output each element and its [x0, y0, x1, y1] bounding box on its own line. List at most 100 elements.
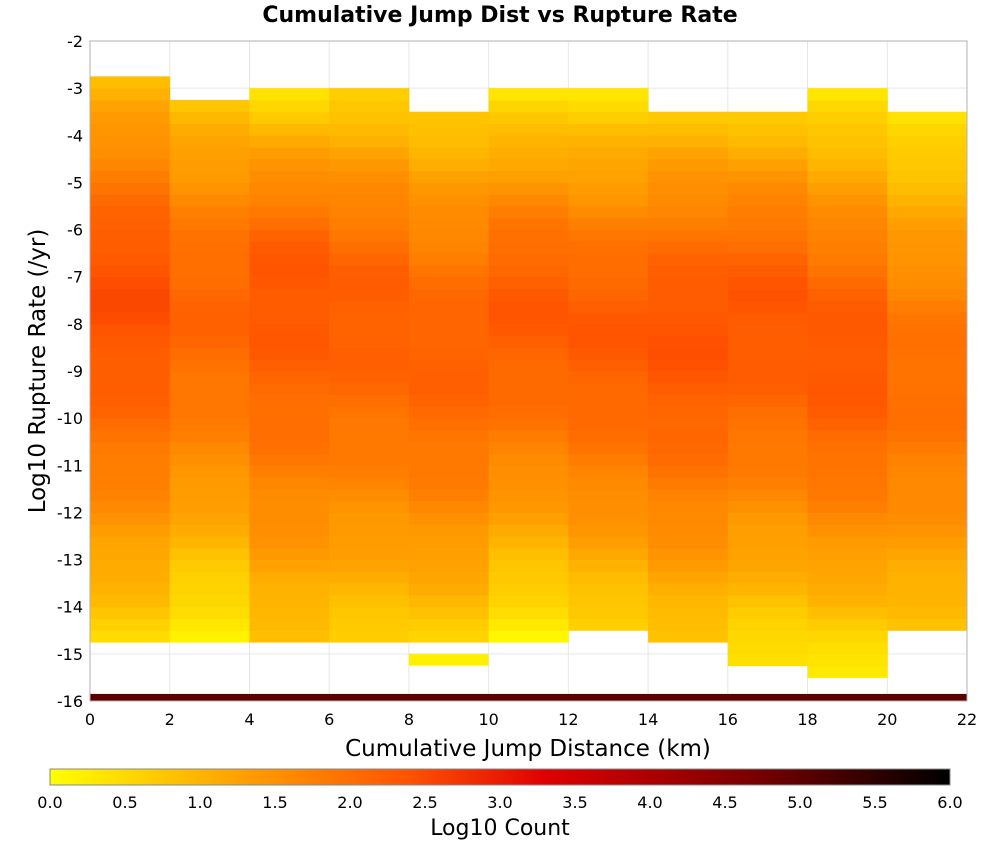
heatmap-cell	[568, 217, 649, 231]
heatmap-cell	[249, 323, 330, 337]
heatmap-cell	[329, 312, 410, 325]
x-tick-label: 8	[404, 710, 414, 729]
heatmap-cell	[90, 406, 171, 419]
heatmap-cell	[90, 217, 171, 231]
y-tick-label: -11	[57, 456, 83, 475]
heatmap-cell	[887, 312, 968, 325]
heatmap-cell	[568, 312, 649, 325]
heatmap-cell	[249, 524, 330, 537]
heatmap-cell	[887, 335, 968, 348]
heatmap-cell	[249, 88, 330, 101]
heatmap-cell	[329, 288, 410, 301]
heatmap-cell	[329, 477, 410, 490]
heatmap-cell	[408, 429, 490, 443]
heatmap-cell	[169, 158, 250, 172]
heatmap-cell	[648, 123, 729, 136]
heatmap-cell	[568, 335, 649, 348]
heatmap-cell	[568, 465, 649, 478]
heatmap-cell	[887, 253, 968, 266]
heatmap-cell	[249, 241, 330, 254]
heatmap-cell	[648, 571, 729, 584]
heatmap-cell	[329, 606, 410, 619]
y-tick-label: -12	[57, 503, 83, 522]
heatmap-cell	[568, 406, 649, 419]
heatmap-cell	[488, 594, 569, 608]
heatmap-cell	[887, 465, 968, 478]
heatmap-cell	[648, 147, 729, 160]
heatmap-cell	[807, 312, 888, 325]
heatmap-cell	[90, 323, 171, 337]
heatmap-cell	[568, 135, 649, 148]
heatmap-cell	[90, 300, 171, 313]
heatmap-cell	[648, 371, 729, 384]
heatmap-cell	[90, 465, 171, 478]
heatmap-cell	[488, 88, 569, 101]
y-tick-label: -5	[67, 173, 83, 192]
heatmap-cell	[408, 583, 490, 596]
heatmap-cell	[408, 206, 490, 219]
heatmap-cell	[887, 524, 968, 537]
heatmap-cell	[90, 253, 171, 266]
heatmap-cell	[488, 571, 569, 584]
heatmap-cell	[488, 147, 569, 160]
y-tick-labels: -2 -3 -4 -5 -6 -7 -8 -9 -10 -11 -12 -13 -14 -15 -16	[57, 32, 83, 711]
heatmap-cell	[90, 547, 171, 561]
x-tick-label: 12	[558, 710, 578, 729]
heatmap-cell	[568, 618, 649, 631]
heatmap-cell	[727, 630, 809, 643]
heatmap-cell	[727, 241, 809, 254]
heatmap-cell	[169, 500, 250, 513]
heatmap-cell	[727, 583, 809, 596]
heatmap-cell	[249, 547, 330, 561]
heatmap-cell	[249, 111, 330, 124]
heatmap-cell	[648, 335, 729, 348]
heatmap-cell	[568, 158, 649, 172]
heatmap-cell	[648, 359, 729, 372]
heatmap-cell	[568, 512, 649, 525]
heatmap-cell	[887, 229, 968, 242]
heatmap-cell	[727, 264, 809, 278]
heatmap-cell	[807, 300, 888, 313]
heatmap-cell	[169, 347, 250, 360]
heatmap-cell	[90, 394, 171, 407]
heatmap-cell	[648, 500, 729, 513]
heatmap-cell	[488, 559, 569, 572]
heatmap-cell	[727, 111, 809, 124]
heatmap-cell	[807, 276, 888, 289]
heatmap-cell	[408, 288, 490, 301]
heatmap-cell	[727, 429, 809, 443]
heatmap-cell	[807, 135, 888, 148]
colorbar-label: Log10 Count	[430, 816, 570, 841]
heatmap-cell	[727, 182, 809, 195]
heatmap-cell	[887, 264, 968, 278]
heatmap-cell	[169, 206, 250, 219]
heatmap-cell	[169, 182, 250, 195]
heatmap-cell	[568, 382, 649, 396]
colorbar-tick-label: 2.5	[412, 793, 437, 812]
heatmap-cell	[568, 359, 649, 372]
y-tick-label: -14	[57, 598, 83, 617]
heatmap-cell	[249, 465, 330, 478]
heatmap-cell	[727, 441, 809, 454]
heatmap-cell	[329, 300, 410, 313]
heatmap-cell	[329, 170, 410, 183]
heatmap-cell	[568, 418, 649, 431]
heatmap-cell	[807, 583, 888, 596]
heatmap-cell	[568, 606, 649, 619]
heatmap-cell	[887, 477, 968, 490]
heatmap-cell	[169, 123, 250, 136]
heatmap-cell	[329, 158, 410, 172]
heatmap-cell	[488, 158, 569, 172]
heatmap-cell	[169, 335, 250, 348]
heatmap-cell	[90, 594, 171, 608]
colorbar-tick-labels: 0.0 0.5 1.0 1.5 2.0 2.5 3.0 3.5 4.0 4.5 5.0 5.5 6.0	[37, 793, 962, 812]
heatmap-cell	[408, 512, 490, 525]
heatmap-cell	[568, 182, 649, 195]
heatmap-cell	[727, 477, 809, 490]
heatmap-cell	[807, 441, 888, 454]
heatmap-cell	[408, 312, 490, 325]
heatmap-cell	[887, 147, 968, 160]
heatmap-cell	[329, 359, 410, 372]
heatmap-cell	[887, 583, 968, 596]
heatmap-cell	[329, 512, 410, 525]
